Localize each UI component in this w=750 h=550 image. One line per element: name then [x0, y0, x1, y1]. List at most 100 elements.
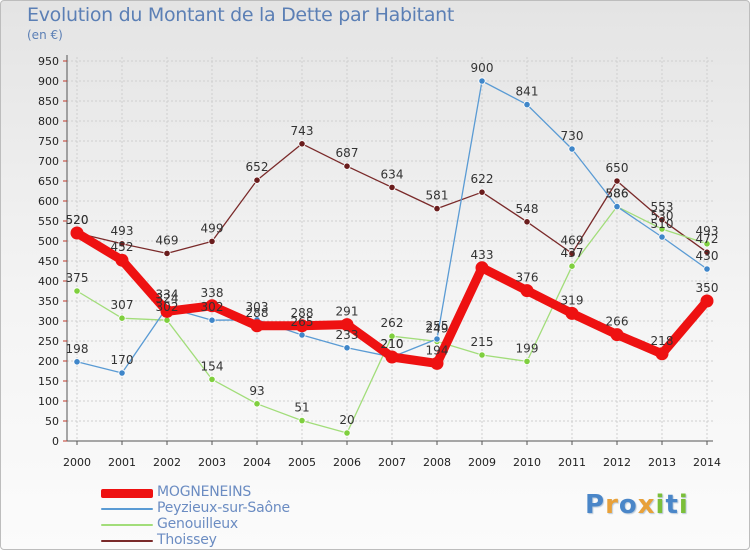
data-point-mogneneins	[385, 350, 399, 364]
data-point-thoissey	[298, 140, 306, 148]
legend-swatch	[101, 508, 153, 510]
data-point-mogneneins	[250, 319, 264, 333]
data-point-peyzieux-sur-sa-ne	[118, 369, 126, 377]
x-tick-label: 2001	[108, 456, 136, 469]
x-tick-label: 2006	[333, 456, 361, 469]
data-point-genouilleux	[478, 351, 486, 359]
data-point-peyzieux-sur-sa-ne	[478, 77, 486, 85]
data-label-peyzieux-sur-sa-ne: 265	[291, 315, 314, 329]
data-label-mogneneins: 288	[291, 306, 314, 320]
data-point-peyzieux-sur-sa-ne	[208, 316, 216, 324]
data-label-genouilleux: 437	[561, 246, 584, 260]
data-point-thoissey	[613, 177, 621, 185]
data-point-mogneneins	[655, 347, 669, 361]
x-tick-label: 2012	[603, 456, 631, 469]
data-label-thoissey: 650	[606, 161, 629, 175]
data-label-peyzieux-sur-sa-ne: 334	[156, 287, 179, 301]
data-label-genouilleux: 307	[111, 298, 134, 312]
y-tick-label: 350	[38, 295, 59, 308]
y-tick-label: 700	[38, 155, 59, 168]
y-tick-label: 0	[52, 435, 59, 448]
data-label-peyzieux-sur-sa-ne: 841	[516, 85, 539, 99]
data-point-peyzieux-sur-sa-ne	[523, 101, 531, 109]
data-label-peyzieux-sur-sa-ne: 255	[426, 319, 449, 333]
x-tick-label: 2011	[558, 456, 586, 469]
data-point-thoissey	[388, 183, 396, 191]
x-tick-label: 2000	[63, 456, 91, 469]
data-point-mogneneins	[700, 294, 714, 308]
data-label-mogneneins: 210	[381, 337, 404, 351]
data-label-mogneneins: 288	[246, 306, 269, 320]
data-label-mogneneins: 218	[651, 334, 674, 348]
data-point-genouilleux	[343, 429, 351, 437]
data-point-genouilleux	[118, 314, 126, 322]
value-label-layer: 520 452 324 338 288 288 291 210 194 433 376 319 266 2…	[66, 61, 719, 427]
data-point-thoissey	[118, 240, 126, 248]
x-tick-label: 2009	[468, 456, 496, 469]
grid-layer	[67, 57, 713, 442]
data-label-thoissey: 520	[66, 213, 89, 227]
y-tick-label: 100	[38, 395, 59, 408]
data-label-thoissey: 743	[291, 124, 314, 138]
data-label-peyzieux-sur-sa-ne: 170	[111, 353, 134, 367]
y-tick-label: 550	[38, 215, 59, 228]
legend-swatch	[101, 540, 153, 542]
data-point-mogneneins	[430, 356, 444, 370]
data-label-peyzieux-sur-sa-ne: 900	[471, 61, 494, 75]
data-point-mogneneins	[205, 299, 219, 313]
legend-label: Thoissey	[157, 532, 217, 548]
y-tick-label: 250	[38, 335, 59, 348]
data-point-mogneneins	[70, 226, 84, 240]
y-tick-label: 50	[45, 415, 59, 428]
data-label-mogneneins: 338	[201, 286, 224, 300]
proxiti-logo: Proxiti	[585, 490, 689, 520]
data-point-peyzieux-sur-sa-ne	[73, 358, 81, 366]
data-label-peyzieux-sur-sa-ne: 430	[696, 249, 719, 263]
data-label-genouilleux: 302	[156, 300, 179, 314]
data-point-genouilleux	[703, 240, 711, 248]
data-point-mogneneins	[565, 306, 579, 320]
data-label-genouilleux: 199	[516, 341, 539, 355]
series-layer	[70, 77, 714, 437]
data-point-thoissey	[568, 249, 576, 257]
data-point-mogneneins	[295, 319, 309, 333]
data-point-thoissey	[163, 249, 171, 257]
data-label-peyzieux-sur-sa-ne: 586	[606, 187, 629, 201]
data-label-thoissey: 553	[651, 200, 674, 214]
line-chart: 0 50 100 150 200 250 300 350 400 450 500 550 600 650 7…	[38, 55, 721, 469]
y-tick-label: 500	[38, 235, 59, 248]
data-point-thoissey	[658, 216, 666, 224]
data-point-peyzieux-sur-sa-ne	[658, 233, 666, 241]
x-tick-label: 2014	[693, 456, 721, 469]
data-label-peyzieux-sur-sa-ne: 198	[66, 342, 89, 356]
data-point-mogneneins	[520, 284, 534, 298]
brand-letter: o	[618, 490, 638, 520]
data-label-mogneneins: 452	[111, 240, 134, 254]
y-tick-label: 850	[38, 95, 59, 108]
chart-unit-label: (en €)	[27, 28, 63, 42]
data-point-mogneneins	[115, 253, 129, 267]
data-label-genouilleux: 215	[471, 335, 494, 349]
y-tick-label: 400	[38, 275, 59, 288]
x-tick-label: 2013	[648, 456, 676, 469]
x-tick-label: 2010	[513, 456, 541, 469]
legend-label: Genouilleux	[157, 516, 239, 532]
data-label-peyzieux-sur-sa-ne: 210	[381, 337, 404, 351]
data-label-peyzieux-sur-sa-ne: 510	[651, 217, 674, 231]
x-tick-label: 2004	[243, 456, 271, 469]
data-point-genouilleux	[523, 357, 531, 365]
data-label-genouilleux: 530	[651, 209, 674, 223]
data-point-genouilleux	[73, 287, 81, 295]
data-point-genouilleux	[208, 375, 216, 383]
data-label-thoissey: 548	[516, 202, 539, 216]
data-label-thoissey: 634	[381, 167, 404, 181]
data-label-genouilleux: 262	[381, 316, 404, 330]
data-label-mogneneins: 520	[66, 213, 89, 227]
axis-layer: 0 50 100 150 200 250 300 350 400 450 500 550 600 650 7…	[38, 55, 721, 469]
data-point-mogneneins	[340, 318, 354, 332]
brand-letter: i	[655, 490, 666, 520]
y-tick-label: 300	[38, 315, 59, 328]
data-label-thoissey: 472	[696, 232, 719, 246]
data-point-peyzieux-sur-sa-ne	[298, 331, 306, 339]
